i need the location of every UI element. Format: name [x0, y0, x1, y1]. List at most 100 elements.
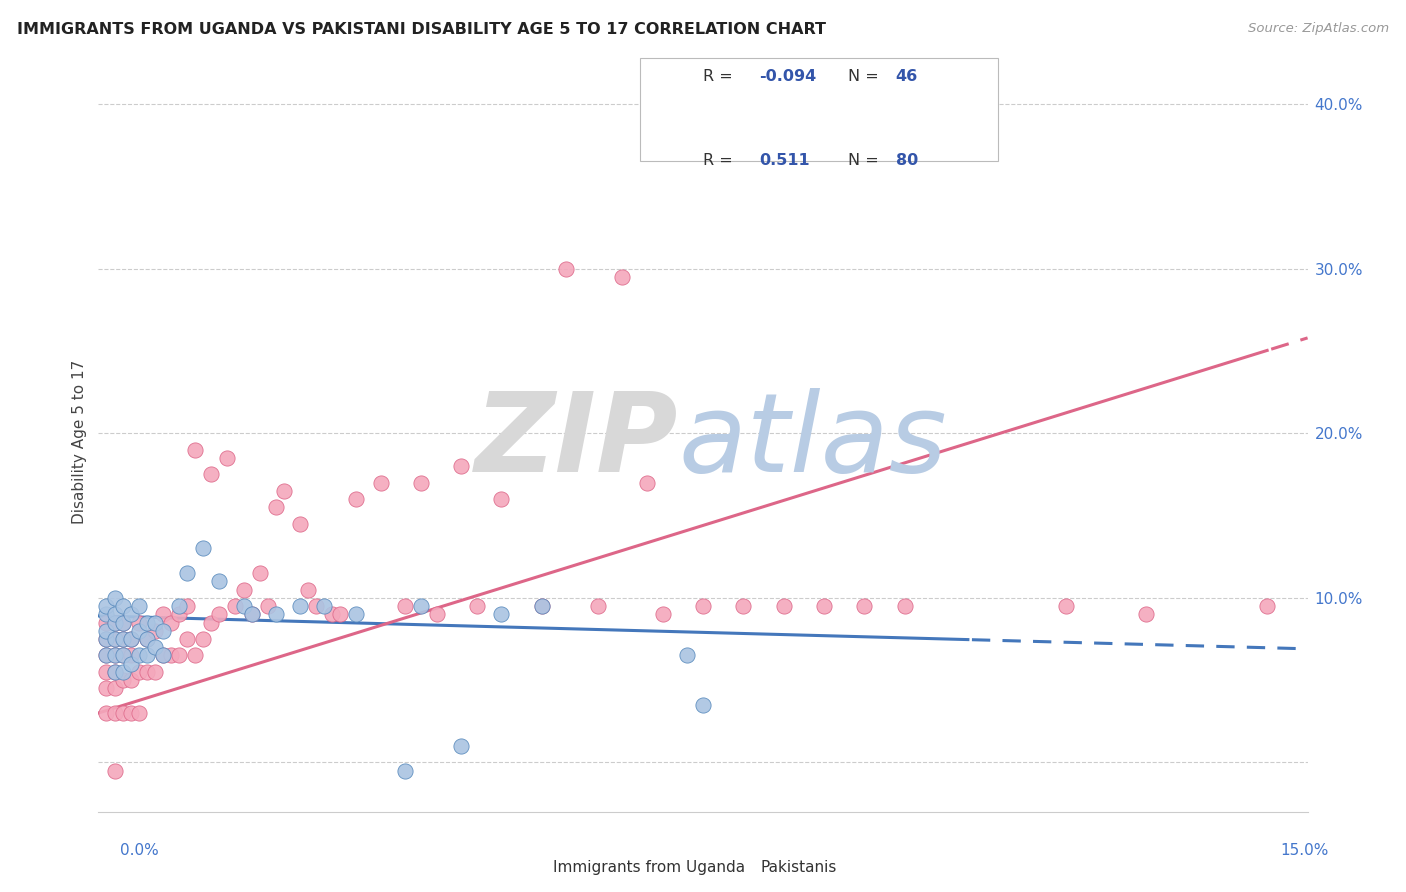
- Point: [651, 607, 673, 622]
- Text: 0.511: 0.511: [759, 153, 810, 169]
- Point: [692, 599, 714, 613]
- Point: [128, 706, 150, 720]
- Point: [135, 615, 157, 630]
- Text: 15.0%: 15.0%: [1281, 843, 1329, 858]
- Point: [491, 607, 513, 622]
- Point: [111, 665, 134, 679]
- Point: [321, 607, 343, 622]
- Point: [143, 615, 166, 630]
- Point: [111, 615, 134, 630]
- Point: [103, 681, 125, 696]
- Text: N =: N =: [848, 69, 884, 84]
- Point: [96, 624, 118, 638]
- Point: [167, 607, 190, 622]
- Point: [160, 648, 183, 663]
- Point: [120, 632, 142, 646]
- Point: [636, 475, 658, 490]
- Point: [555, 261, 578, 276]
- Point: [128, 648, 150, 663]
- Text: 46: 46: [896, 69, 918, 84]
- Text: Source: ZipAtlas.com: Source: ZipAtlas.com: [1249, 22, 1389, 36]
- Point: [264, 607, 287, 622]
- Point: [103, 648, 125, 663]
- Text: atlas: atlas: [679, 388, 948, 495]
- Point: [103, 665, 125, 679]
- Point: [103, 706, 125, 720]
- Point: [344, 492, 367, 507]
- Point: [152, 648, 174, 663]
- Point: [184, 442, 207, 457]
- Point: [394, 599, 416, 613]
- Point: [273, 483, 295, 498]
- Point: [1256, 599, 1278, 613]
- Point: [853, 599, 876, 613]
- Point: [426, 607, 449, 622]
- Point: [256, 599, 278, 613]
- Point: [103, 607, 125, 622]
- Point: [120, 632, 142, 646]
- Point: [329, 607, 352, 622]
- Text: IMMIGRANTS FROM UGANDA VS PAKISTANI DISABILITY AGE 5 TO 17 CORRELATION CHART: IMMIGRANTS FROM UGANDA VS PAKISTANI DISA…: [17, 22, 825, 37]
- Point: [184, 648, 207, 663]
- Point: [120, 607, 142, 622]
- Point: [193, 632, 215, 646]
- Point: [111, 632, 134, 646]
- Point: [676, 648, 699, 663]
- Point: [167, 599, 190, 613]
- Point: [288, 599, 311, 613]
- Point: [772, 599, 794, 613]
- Point: [176, 599, 198, 613]
- Point: [193, 541, 215, 556]
- Point: [249, 566, 271, 581]
- Point: [893, 599, 915, 613]
- Point: [240, 607, 263, 622]
- Point: [103, 632, 125, 646]
- Point: [297, 582, 319, 597]
- Text: N =: N =: [848, 153, 884, 169]
- Point: [135, 665, 157, 679]
- Point: [120, 706, 142, 720]
- Text: -0.094: -0.094: [759, 69, 817, 84]
- Point: [692, 698, 714, 712]
- Point: [612, 270, 634, 285]
- Point: [143, 665, 166, 679]
- Point: [103, 615, 125, 630]
- Point: [103, 665, 125, 679]
- Point: [135, 632, 157, 646]
- Point: [96, 599, 118, 613]
- Point: [586, 599, 609, 613]
- Text: 0.0%: 0.0%: [120, 843, 159, 858]
- Point: [409, 475, 432, 490]
- Point: [152, 607, 174, 622]
- Point: [111, 632, 134, 646]
- Point: [264, 500, 287, 515]
- Point: [370, 475, 392, 490]
- Point: [232, 582, 254, 597]
- Point: [208, 574, 231, 589]
- Point: [103, 648, 125, 663]
- Point: [120, 648, 142, 663]
- Point: [135, 648, 157, 663]
- Point: [1054, 599, 1077, 613]
- Point: [232, 599, 254, 613]
- Point: [344, 607, 367, 622]
- Point: [465, 599, 488, 613]
- Point: [128, 615, 150, 630]
- Point: [96, 648, 118, 663]
- Point: [176, 566, 198, 581]
- Point: [167, 648, 190, 663]
- Point: [96, 681, 118, 696]
- Point: [974, 130, 997, 145]
- Point: [135, 632, 157, 646]
- Point: [143, 624, 166, 638]
- Point: [96, 665, 118, 679]
- Point: [103, 632, 125, 646]
- Point: [409, 599, 432, 613]
- Point: [1135, 607, 1157, 622]
- Point: [813, 599, 835, 613]
- Point: [208, 607, 231, 622]
- Point: [96, 632, 118, 646]
- Text: ZIP: ZIP: [475, 388, 679, 495]
- Point: [120, 657, 142, 671]
- Point: [314, 599, 336, 613]
